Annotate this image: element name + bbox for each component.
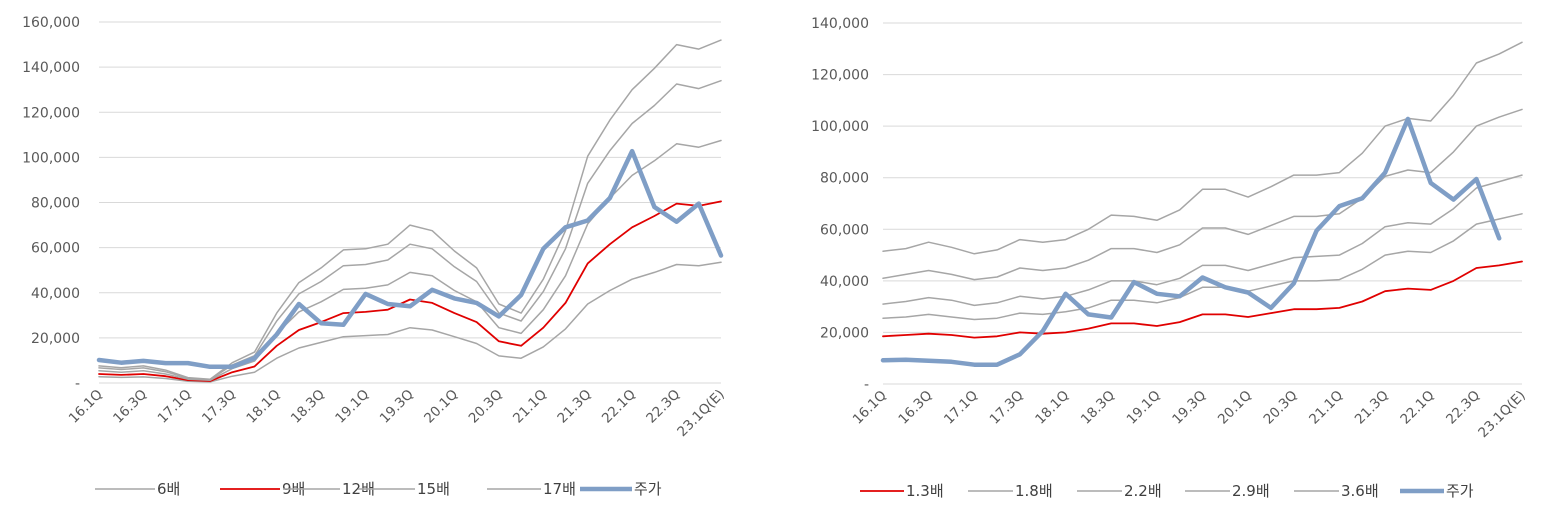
y-tick-label: 120,000: [22, 105, 80, 121]
x-tick-label: 23.1Q(E): [674, 387, 728, 441]
series-line-5: [882, 41, 1523, 255]
y-tick-label: 40,000: [820, 274, 869, 290]
y-tick-label: 40,000: [31, 286, 80, 302]
series-line-6: [96, 148, 724, 370]
y-tick-label: 80,000: [31, 196, 80, 212]
x-tick-label: 20.3Q: [1261, 388, 1301, 428]
series-line-5: [98, 39, 722, 380]
x-tick-label: 16.1Q: [66, 387, 106, 427]
y-tick-label: -: [75, 376, 80, 392]
x-tick-label: 19.3Q: [1169, 388, 1209, 428]
y-tick-label: 140,000: [811, 16, 869, 32]
y-tick-label: 20,000: [31, 331, 80, 347]
x-tick-label: 17.3Q: [987, 388, 1027, 428]
x-tick-label: 17.1Q: [155, 387, 195, 427]
series-line-4: [882, 108, 1523, 281]
x-tick-label: 18.1Q: [1032, 388, 1072, 428]
series-line-2: [882, 213, 1523, 321]
chart-1: - 20,000 40,000 60,000 80,000 100,000 120,000 1…: [22, 15, 728, 498]
legend-label: 2.9배: [1232, 482, 1270, 500]
x-tick-label: 16.1Q: [850, 388, 890, 428]
legend-label: 15배: [417, 480, 450, 498]
x-tick-label: 21.1Q: [510, 387, 550, 427]
x-tick-label: 17.3Q: [199, 387, 239, 427]
legend-label: 2.2배: [1124, 482, 1162, 500]
y-tick-label: 60,000: [820, 222, 869, 238]
y-tick-label: 160,000: [22, 15, 80, 31]
legend-label: 주가: [1446, 482, 1474, 500]
x-tick-label: 20.1Q: [421, 387, 461, 427]
y-tick-label: 100,000: [22, 150, 80, 166]
y-tick-label: -: [864, 377, 869, 393]
legend-label: 6배: [157, 480, 180, 498]
x-tick-label: 18.3Q: [1078, 388, 1118, 428]
y-tick-label: 20,000: [820, 325, 869, 341]
series-line-3: [882, 174, 1523, 307]
series-line-2: [98, 200, 722, 382]
x-tick-label: 22.3Q: [1443, 388, 1483, 428]
x-tick-label: 16.3Q: [110, 387, 150, 427]
x-tick-label: 18.1Q: [243, 387, 283, 427]
x-tick-label: 19.1Q: [1124, 388, 1164, 428]
x-tick-label: 21.3Q: [554, 387, 594, 427]
legend-label: 1.3배: [906, 482, 944, 500]
x-tick-label: 20.1Q: [1215, 388, 1255, 428]
y-tick-label: 120,000: [811, 68, 869, 84]
y-tick-label: 140,000: [22, 60, 80, 76]
x-tick-label: 19.3Q: [377, 387, 417, 427]
y-tick-label: 100,000: [811, 119, 869, 135]
x-tick-label: 23.1Q(E): [1475, 388, 1529, 442]
y-tick-label: 80,000: [820, 171, 869, 187]
series-line-3: [98, 139, 722, 382]
legend-label: 주가: [634, 480, 662, 498]
series-line-6: [880, 116, 1502, 367]
x-tick-label: 17.1Q: [941, 388, 981, 428]
x-tick-label: 19.1Q: [332, 387, 372, 427]
x-tick-label: 16.3Q: [895, 388, 935, 428]
x-tick-label: 22.1Q: [1397, 388, 1437, 428]
legend-label: 17배: [543, 480, 576, 498]
x-tick-label: 20.3Q: [466, 387, 506, 427]
x-tick-label: 22.3Q: [643, 387, 683, 427]
x-tick-label: 21.1Q: [1306, 388, 1346, 428]
legend-label: 1.8배: [1015, 482, 1053, 500]
x-tick-label: 22.1Q: [599, 387, 639, 427]
x-tick-label: 21.3Q: [1352, 388, 1392, 428]
x-tick-label: 18.3Q: [288, 387, 328, 427]
legend-label: 3.6배: [1341, 482, 1379, 500]
series-line-1: [882, 260, 1523, 339]
chart-2: - 20,000 40,000 60,000 80,000 100,000 120,000 1…: [811, 16, 1529, 500]
y-tick-label: 60,000: [31, 241, 80, 257]
series-line-1: [98, 261, 722, 383]
